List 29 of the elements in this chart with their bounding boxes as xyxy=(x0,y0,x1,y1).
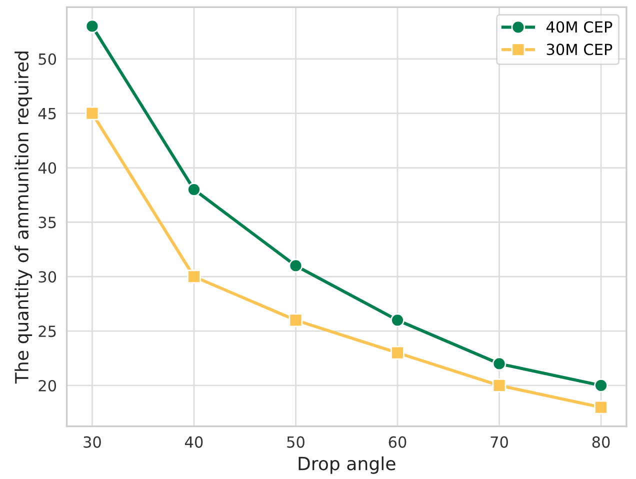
point xyxy=(390,313,404,328)
point xyxy=(492,356,506,371)
point xyxy=(594,400,608,414)
y-tick-label: 20 xyxy=(38,380,56,392)
point xyxy=(85,19,100,34)
x-axis-title: Drop angle xyxy=(298,456,396,474)
y-tick-label: 45 xyxy=(38,108,56,120)
x-tick-label: 80 xyxy=(592,436,610,448)
y-tick-label: 35 xyxy=(38,216,56,228)
x-tick-label: 50 xyxy=(287,436,304,448)
y-tick-label: 50 xyxy=(38,53,56,65)
x-tick-label: 30 xyxy=(84,436,101,448)
legend-label: 30M CEP xyxy=(546,44,612,56)
x-tick-label: 60 xyxy=(388,436,406,448)
point xyxy=(594,378,608,392)
point xyxy=(288,258,303,273)
legend-label: 40M CEP xyxy=(546,21,612,33)
x-tick-label: 70 xyxy=(490,436,508,448)
y-tick-label: 25 xyxy=(38,326,56,338)
y-tick-label: 30 xyxy=(38,271,56,283)
point xyxy=(492,378,506,392)
point xyxy=(187,182,201,196)
point xyxy=(85,106,100,120)
y-axis-title: The quantity of ammunition required xyxy=(14,52,32,384)
point xyxy=(390,346,404,360)
x-tick-label: 40 xyxy=(185,436,203,448)
point xyxy=(288,313,303,328)
point xyxy=(187,270,201,284)
y-tick-label: 40 xyxy=(38,162,56,174)
